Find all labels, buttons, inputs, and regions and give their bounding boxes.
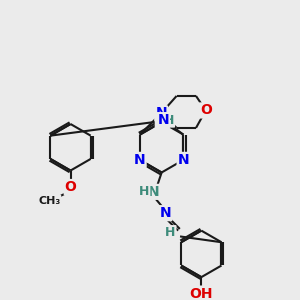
Text: N: N bbox=[148, 185, 160, 199]
Text: N: N bbox=[157, 113, 169, 127]
Text: OH: OH bbox=[190, 286, 213, 300]
Text: H: H bbox=[165, 226, 176, 239]
Text: H: H bbox=[139, 185, 149, 198]
Text: N: N bbox=[160, 206, 171, 220]
Text: N: N bbox=[178, 153, 189, 167]
Text: O: O bbox=[200, 103, 212, 118]
Text: O: O bbox=[64, 180, 76, 194]
Text: CH₃: CH₃ bbox=[38, 196, 60, 206]
Text: N: N bbox=[134, 153, 146, 167]
Text: H: H bbox=[164, 114, 174, 127]
Text: N: N bbox=[155, 106, 167, 120]
Text: N: N bbox=[156, 115, 167, 129]
